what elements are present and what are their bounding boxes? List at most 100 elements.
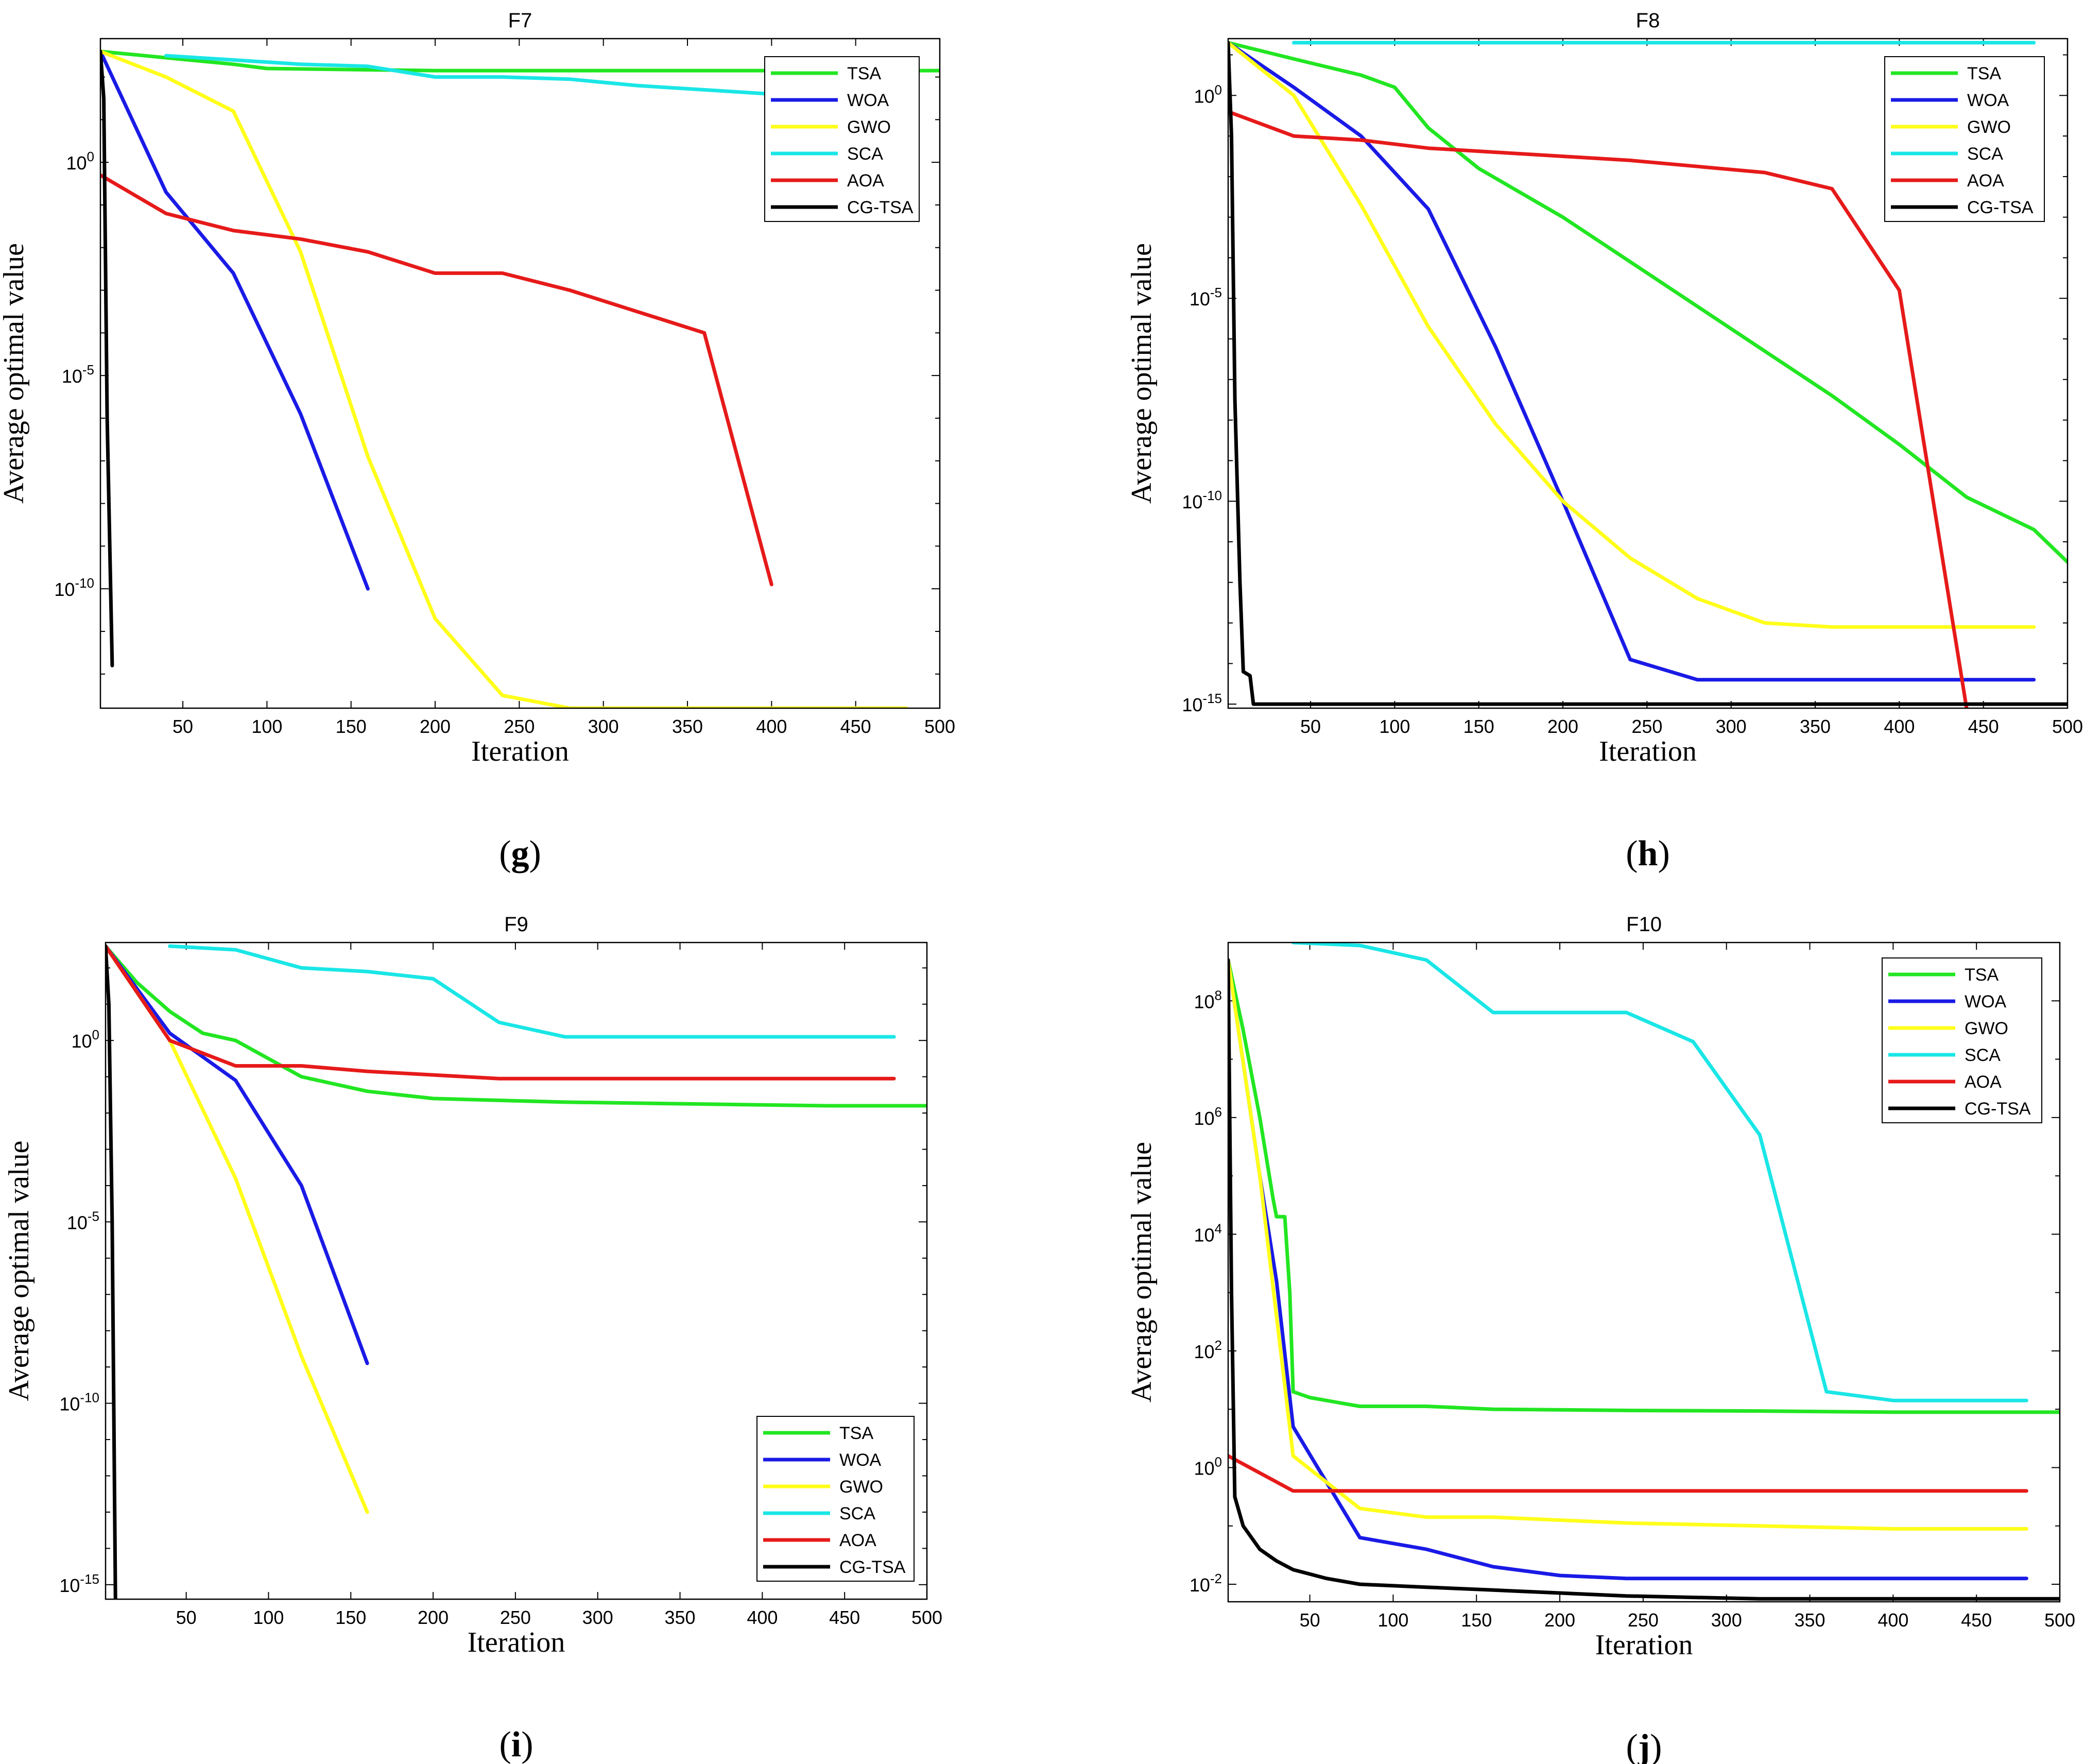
legend-box <box>756 1416 915 1582</box>
series-line-cg-tsa <box>100 49 114 667</box>
x-tick-label: 150 <box>336 716 367 737</box>
y-tick-exponent: 0 <box>1215 1454 1222 1469</box>
panel-caption: (g) <box>499 834 541 874</box>
y-tick-label: 10-10 <box>54 575 94 600</box>
y-tick-base: 10 <box>59 1394 80 1415</box>
legend-label: WOA <box>1967 91 2009 110</box>
legend-label: CG-TSA <box>1967 198 2034 217</box>
legend-label: AOA <box>839 1531 876 1550</box>
legend-box <box>764 56 920 222</box>
series-line-cg-tsa <box>1228 41 2068 706</box>
x-tick-label: 450 <box>840 716 871 737</box>
y-tick-base: 10 <box>66 152 87 174</box>
legend-label: WOA <box>839 1450 882 1470</box>
y-axis-label: Average optimal value <box>3 1141 35 1401</box>
series-group <box>1228 41 2068 708</box>
y-tick-base: 10 <box>1182 491 1202 512</box>
x-tick-label: 300 <box>588 716 619 737</box>
x-axis-label: Iteration <box>471 735 569 767</box>
y-tick-exponent: -5 <box>82 362 94 378</box>
x-tick-label: 350 <box>672 716 703 737</box>
caption-open: ( <box>499 834 511 874</box>
x-tick-label: 350 <box>1794 1609 1825 1631</box>
caption-close: ) <box>1650 1727 1662 1764</box>
plot-frame <box>99 38 941 709</box>
y-tick-base: 10 <box>62 366 82 387</box>
series-group <box>1228 943 2060 1601</box>
series-group <box>100 49 940 708</box>
plot-frame <box>1227 38 2069 709</box>
series-line-tsa <box>1228 958 2060 1414</box>
y-tick-base: 10 <box>1190 288 1210 310</box>
y-tick-base: 10 <box>1194 1108 1214 1129</box>
x-tick-label: 50 <box>1300 1609 1320 1631</box>
series-line-sca <box>164 54 773 96</box>
y-tick-exponent: -10 <box>75 575 94 591</box>
y-tick-label: 10-15 <box>59 1571 99 1596</box>
series-line-woa <box>106 944 369 1365</box>
y-tick-label: 106 <box>1194 1104 1222 1129</box>
x-tick-label: 200 <box>418 1607 449 1628</box>
y-tick-label: 102 <box>1194 1338 1222 1362</box>
y-tick-label: 100 <box>66 149 94 174</box>
series-line-woa <box>1228 958 2028 1581</box>
legend-label: CG-TSA <box>847 198 914 217</box>
y-tick-label: 10-5 <box>67 1208 99 1233</box>
y-axis-label: Average optimal value <box>1126 1142 1158 1402</box>
x-tick-label: 500 <box>911 1607 942 1628</box>
caption-open: ( <box>499 1725 511 1764</box>
series-line-aoa <box>1228 1454 2028 1493</box>
legend-label: TSA <box>1967 64 2001 83</box>
legend-label: SCA <box>1965 1046 2001 1065</box>
legend-label: AOA <box>847 171 884 191</box>
y-tick-base: 10 <box>67 1212 88 1233</box>
y-tick-exponent: 0 <box>87 149 94 164</box>
y-axis-label: Average optimal value <box>1126 243 1158 504</box>
y-axis-label: Average optimal value <box>0 243 30 504</box>
caption-close: ) <box>529 834 541 874</box>
caption-letter: g <box>511 834 529 874</box>
x-tick-label: 100 <box>251 716 282 737</box>
series-line-sca <box>168 944 896 1039</box>
y-tick-label: 100 <box>1194 1454 1222 1479</box>
y-tick-label: 10-10 <box>59 1390 99 1415</box>
series-line-cg-tsa <box>1228 958 2060 1601</box>
y-tick-base: 10 <box>1194 85 1214 107</box>
y-tick-exponent: -2 <box>1210 1571 1222 1586</box>
x-tick-label: 450 <box>1961 1609 1992 1631</box>
caption-letter: h <box>1638 834 1658 874</box>
y-tick-exponent: -10 <box>1202 488 1222 503</box>
x-tick-label: 400 <box>1884 716 1915 737</box>
x-tick-label: 100 <box>253 1607 284 1628</box>
plot-frame <box>105 941 928 1600</box>
legend-label: GWO <box>1965 1019 2008 1038</box>
x-tick-label: 450 <box>1968 716 1999 737</box>
x-tick-label: 150 <box>1461 1609 1492 1631</box>
chart-title: F7 <box>508 9 532 32</box>
series-group <box>106 944 927 1599</box>
legend-label: AOA <box>1967 171 2004 191</box>
y-tick-label: 10-15 <box>1182 691 1222 715</box>
series-line-gwo <box>1228 41 2036 629</box>
series-line-cg-tsa <box>106 944 117 1599</box>
y-tick-exponent: 0 <box>1215 82 1222 97</box>
y-tick-exponent: 4 <box>1215 1221 1222 1236</box>
y-tick-exponent: -15 <box>80 1571 99 1587</box>
x-tick-label: 250 <box>1631 716 1662 737</box>
x-tick-label: 50 <box>176 1607 197 1628</box>
legend-label: SCA <box>1967 144 2003 164</box>
legend: TSA WOA GWO SCA AOA CG-TSA <box>756 1416 915 1582</box>
y-tick-exponent: -5 <box>88 1208 99 1224</box>
y-tick-exponent: 2 <box>1215 1338 1222 1353</box>
y-tick-base: 10 <box>59 1575 80 1596</box>
y-tick-base: 10 <box>1194 991 1214 1012</box>
y-tick-label: 100 <box>1194 82 1222 107</box>
x-tick-label: 50 <box>173 716 193 737</box>
y-tick-base: 10 <box>1194 1224 1214 1245</box>
caption-open: ( <box>1626 834 1638 874</box>
y-tick-base: 10 <box>1190 1574 1210 1596</box>
y-tick-exponent: 8 <box>1215 987 1222 1003</box>
